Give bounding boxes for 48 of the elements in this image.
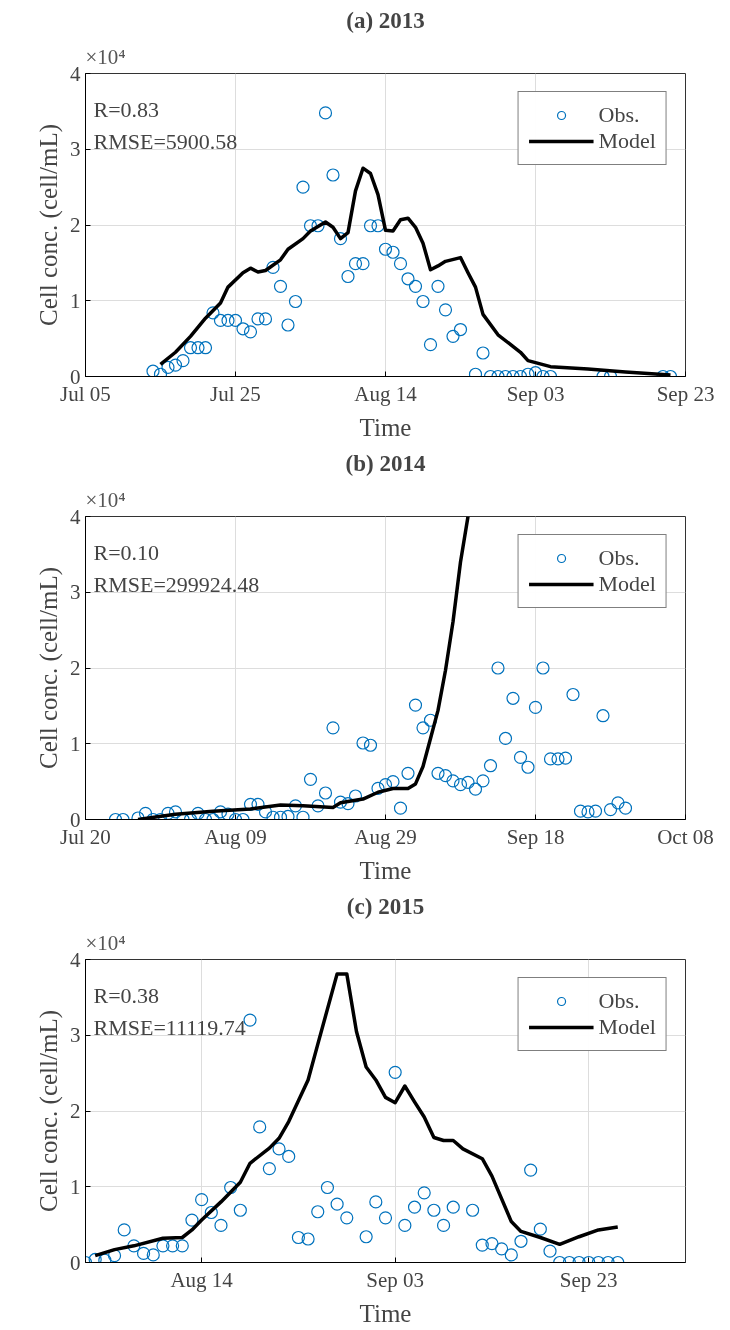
y-tick-label: 1 — [70, 731, 81, 756]
y-tick-label: 4 — [70, 504, 81, 529]
chart-title: (b) 2014 — [345, 450, 426, 476]
legend-label: Obs. — [598, 988, 640, 1014]
x-axis-title: Time — [359, 1299, 412, 1327]
x-tick-label: Sep 23 — [559, 1267, 618, 1292]
y-tick-label: 3 — [70, 580, 81, 605]
legend-label: Model — [598, 128, 656, 154]
x-tick-label: Aug 09 — [204, 824, 267, 849]
legend-label: Model — [598, 571, 656, 597]
x-tick-label: Oct 08 — [657, 824, 714, 849]
y-tick-label: 2 — [70, 213, 81, 237]
annotation: RMSE=11119.74 — [93, 1014, 246, 1040]
y-axis-title: Cell conc. (cell/mL) — [35, 1009, 63, 1212]
y-tick-label: 2 — [70, 1099, 81, 1123]
y-tick-label: 0 — [70, 1250, 81, 1275]
annotation: R=0.83 — [93, 96, 160, 122]
chart-title: (c) 2015 — [346, 893, 425, 919]
x-tick-label: Jul 25 — [210, 381, 261, 406]
text: ×10⁴ — [85, 44, 126, 69]
y-axis-title: Cell conc. (cell/mL) — [35, 566, 63, 769]
chart-title: (a) 2013 — [346, 7, 425, 33]
annotation: RMSE=299924.48 — [93, 571, 260, 597]
annotation: RMSE=5900.58 — [93, 128, 238, 154]
text: ×10⁴ — [85, 487, 126, 512]
x-tick-label: Sep 03 — [366, 1267, 425, 1292]
x-tick-label: Aug 14 — [170, 1267, 234, 1292]
x-tick-label: Sep 23 — [656, 381, 715, 406]
annotation: R=0.38 — [93, 982, 160, 1008]
legend-label: Obs. — [598, 102, 640, 128]
y-tick-label: 1 — [70, 1174, 81, 1199]
y-tick-label: 2 — [70, 656, 81, 680]
text: ×10⁴ — [85, 930, 126, 955]
x-axis-title: Time — [359, 856, 412, 884]
y-tick-label: 1 — [70, 288, 81, 313]
y-tick-label: 4 — [70, 947, 81, 972]
x-tick-label: Sep 03 — [506, 381, 565, 406]
y-tick-label: 3 — [70, 137, 81, 162]
y-tick-label: 4 — [70, 61, 81, 86]
legend-label: Model — [598, 1014, 656, 1040]
x-tick-label: Aug 29 — [354, 824, 417, 849]
x-axis-title: Time — [359, 413, 412, 441]
legend-label: Obs. — [598, 545, 640, 571]
y-tick-label: 3 — [70, 1023, 81, 1048]
x-tick-label: Aug 14 — [354, 381, 418, 406]
y-axis-title: Cell conc. (cell/mL) — [35, 123, 63, 326]
annotation: R=0.10 — [93, 539, 160, 565]
x-tick-label: Sep 18 — [506, 824, 565, 849]
